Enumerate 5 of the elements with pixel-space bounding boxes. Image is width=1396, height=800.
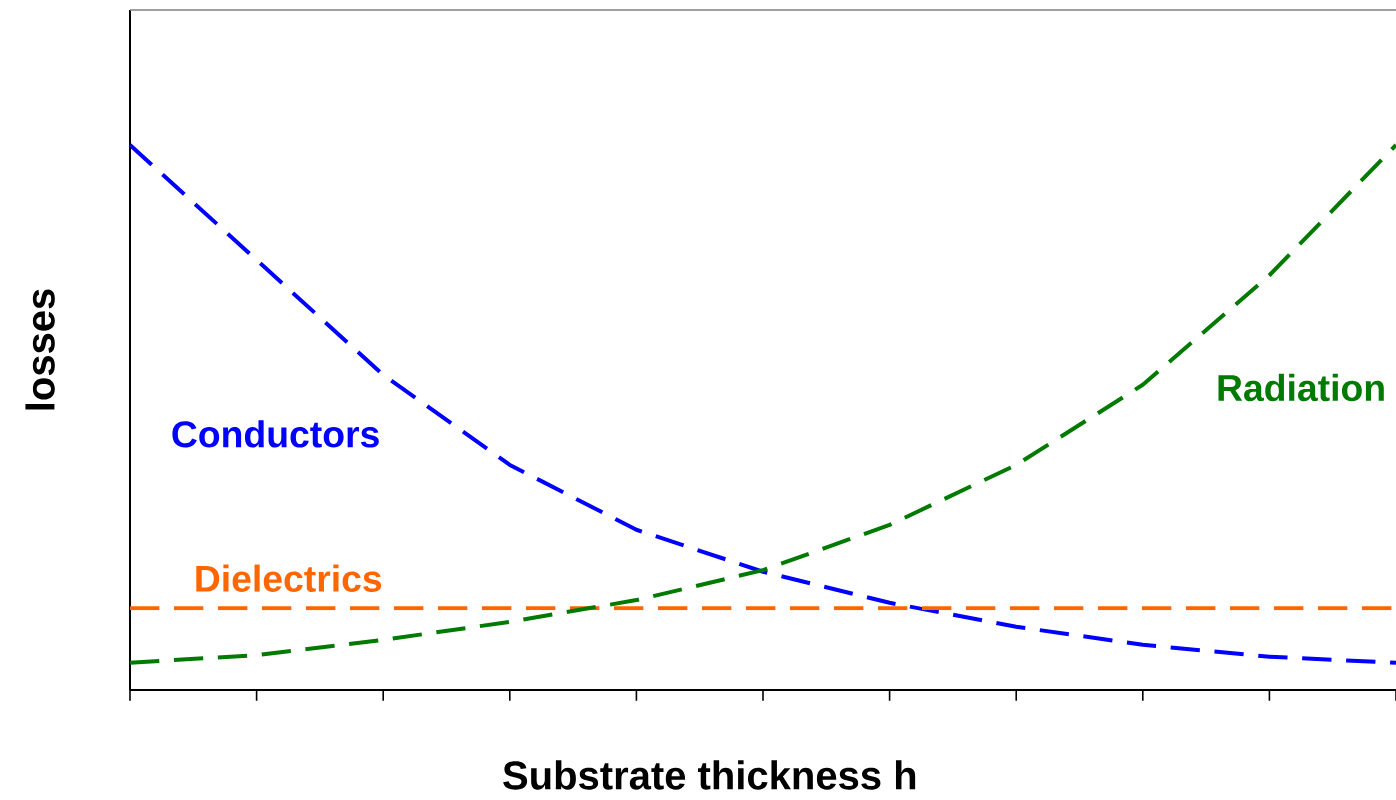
series-label: Radiation: [1218, 373, 1384, 402]
series-label: Dielectrics: [196, 564, 382, 592]
y-axis-title: losses: [25, 289, 55, 410]
x-axis-title: Substrate thickness h: [503, 760, 916, 790]
series-label: Conductors: [172, 420, 379, 448]
